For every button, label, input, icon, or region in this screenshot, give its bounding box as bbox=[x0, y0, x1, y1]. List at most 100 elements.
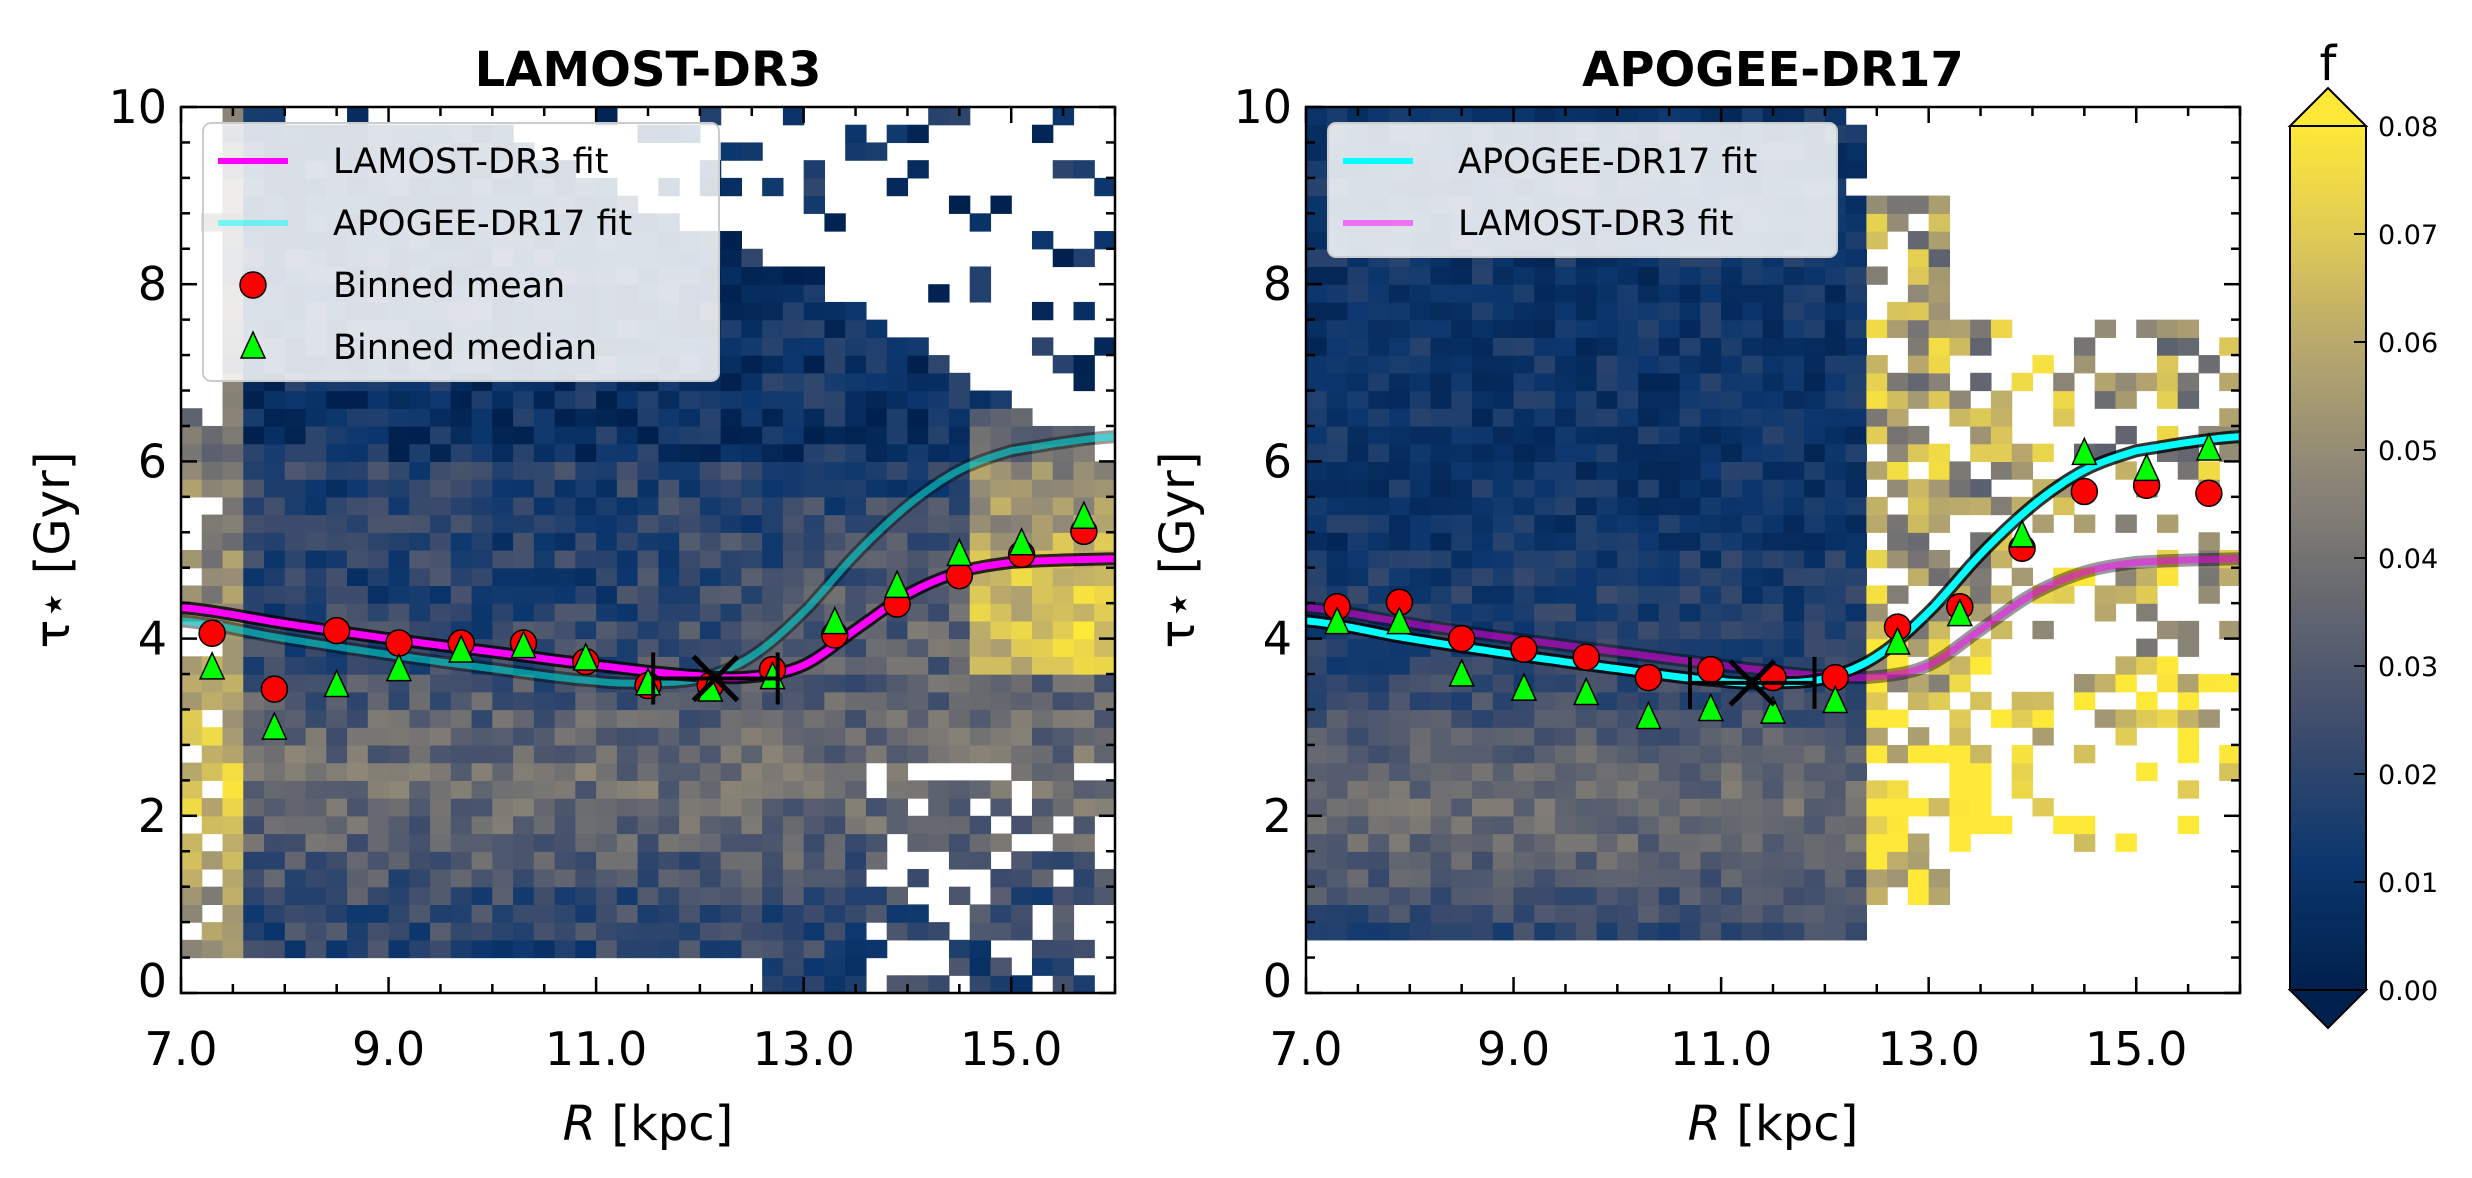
heatmap-bin bbox=[181, 727, 203, 746]
heatmap-bin bbox=[616, 461, 639, 480]
heatmap-bin bbox=[305, 532, 327, 551]
heatmap-bin bbox=[679, 709, 701, 728]
heatmap-bin bbox=[1555, 514, 1577, 533]
heatmap-bin bbox=[1094, 798, 1116, 817]
heatmap-bin bbox=[575, 939, 597, 959]
heatmap-bin bbox=[1430, 479, 1452, 498]
binned-median-point bbox=[2133, 452, 2160, 482]
heatmap-bin bbox=[1824, 851, 1847, 870]
heatmap-bin bbox=[2198, 567, 2220, 587]
heatmap-bin bbox=[824, 780, 846, 799]
heatmap-bin bbox=[533, 532, 556, 551]
heatmap-bin bbox=[1430, 868, 1452, 888]
heatmap-bin bbox=[409, 514, 431, 533]
heatmap-bin bbox=[1347, 461, 1369, 480]
heatmap-bin bbox=[1783, 284, 1805, 303]
heatmap-bin bbox=[264, 798, 286, 817]
heatmap-bin bbox=[1658, 532, 1681, 551]
heatmap-bin bbox=[450, 461, 473, 480]
heatmap-bin bbox=[1326, 372, 1349, 392]
heatmap-bin bbox=[1472, 425, 1494, 445]
heatmap-bin bbox=[1326, 390, 1349, 409]
heatmap-bin bbox=[450, 443, 473, 462]
heatmap-bin bbox=[1721, 532, 1743, 551]
heatmap-bin bbox=[1031, 656, 1054, 675]
heatmap-bin bbox=[2219, 620, 2241, 640]
heatmap-bin bbox=[1513, 390, 1535, 409]
heatmap-bin bbox=[1306, 656, 1328, 675]
heatmap-bin bbox=[1658, 567, 1681, 587]
heatmap-bin bbox=[409, 443, 431, 462]
heatmap-bin bbox=[720, 744, 742, 764]
heatmap-bin bbox=[969, 408, 992, 427]
heatmap-bin bbox=[222, 479, 244, 498]
heatmap-bin bbox=[2156, 620, 2179, 640]
heatmap-bin bbox=[720, 939, 742, 959]
heatmap-bin bbox=[782, 780, 805, 799]
heatmap-bin bbox=[637, 585, 659, 604]
heatmap-bin bbox=[2032, 727, 2054, 746]
heatmap-bin bbox=[596, 762, 618, 781]
heatmap-bin bbox=[1430, 390, 1452, 409]
heatmap-bin bbox=[201, 479, 224, 498]
heatmap-bin bbox=[243, 532, 265, 551]
heatmap-bin bbox=[1430, 266, 1452, 285]
heatmap-bin bbox=[388, 798, 410, 817]
heatmap-bin bbox=[284, 886, 307, 905]
heatmap-bin bbox=[1721, 815, 1743, 835]
heatmap-bin bbox=[1451, 868, 1473, 888]
heatmap-bin bbox=[1575, 904, 1598, 923]
heatmap-bin bbox=[347, 904, 369, 923]
heatmap-bin bbox=[1430, 461, 1452, 480]
heatmap-bin bbox=[699, 107, 722, 126]
heatmap-bin bbox=[1845, 248, 1867, 268]
heatmap-bin bbox=[1534, 727, 1556, 746]
heatmap-bin bbox=[264, 762, 286, 781]
heatmap-bin bbox=[367, 851, 390, 870]
heatmap-bin bbox=[886, 709, 909, 728]
heatmap-bin bbox=[1949, 780, 1971, 799]
heatmap-bin bbox=[616, 638, 639, 657]
heatmap-bin bbox=[1492, 886, 1515, 905]
heatmap-bin bbox=[1638, 301, 1660, 321]
heatmap-bin bbox=[1617, 922, 1639, 941]
heatmap-bin bbox=[1306, 496, 1328, 516]
heatmap-bin bbox=[1451, 496, 1473, 516]
heatmap-bin bbox=[305, 514, 327, 533]
heatmap-bin bbox=[533, 833, 556, 852]
heatmap-bin bbox=[907, 975, 929, 994]
heatmap-bin bbox=[284, 461, 307, 480]
heatmap-bin bbox=[305, 691, 327, 711]
heatmap-bin bbox=[1949, 798, 1971, 817]
heatmap-bin bbox=[1052, 160, 1075, 179]
heatmap-bin bbox=[2156, 355, 2179, 374]
heatmap-bin bbox=[181, 585, 203, 604]
heatmap-bin bbox=[430, 886, 452, 905]
heatmap-bin bbox=[1389, 266, 1411, 285]
heatmap-bin bbox=[2136, 709, 2158, 728]
heatmap-bin bbox=[367, 532, 390, 551]
heatmap-bin bbox=[1658, 585, 1681, 604]
heatmap-bin bbox=[928, 727, 950, 746]
heatmap-bin bbox=[1679, 496, 1701, 516]
heatmap-bin bbox=[1679, 550, 1701, 569]
heatmap-bin bbox=[1658, 744, 1681, 764]
heatmap-bin bbox=[471, 425, 493, 445]
heatmap-bin bbox=[181, 709, 203, 728]
heatmap-bin bbox=[969, 904, 992, 923]
heatmap-bin bbox=[1031, 496, 1054, 516]
heatmap-bin bbox=[1492, 408, 1515, 427]
heatmap-bin bbox=[1555, 567, 1577, 587]
heatmap-bin bbox=[1845, 301, 1867, 321]
binned-mean-point bbox=[945, 561, 974, 590]
heatmap-bin bbox=[1430, 514, 1452, 533]
heatmap-bin bbox=[720, 461, 742, 480]
heatmap-bin bbox=[2177, 691, 2200, 711]
heatmap-bin bbox=[1990, 425, 2013, 445]
heatmap-bin bbox=[845, 372, 867, 392]
binned-median-point bbox=[198, 651, 226, 680]
heatmap-bin bbox=[1430, 355, 1452, 374]
heatmap-bin bbox=[1700, 443, 1722, 462]
heatmap-bin bbox=[1555, 815, 1577, 835]
heatmap-bin bbox=[1492, 514, 1515, 533]
